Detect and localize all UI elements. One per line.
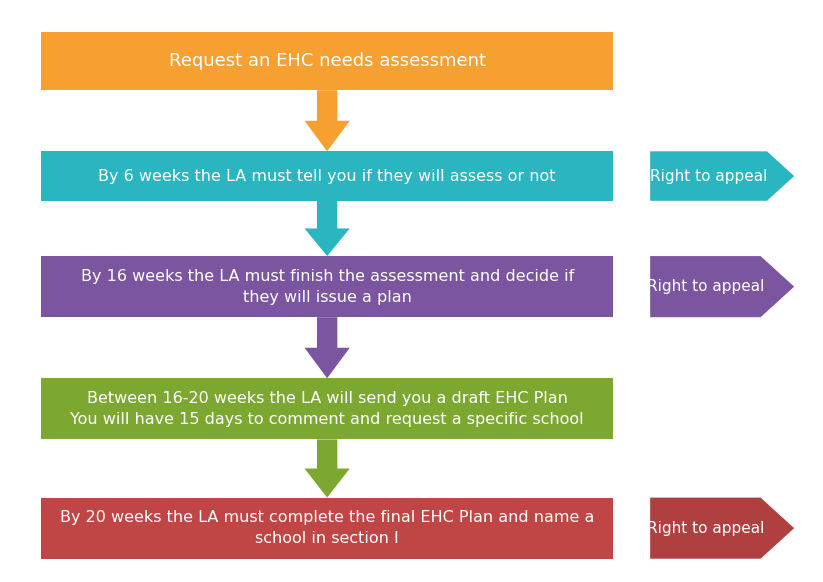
Text: Right to appeal: Right to appeal [647,279,764,294]
Text: Right to appeal: Right to appeal [647,521,764,535]
Polygon shape [305,201,350,256]
Polygon shape [305,90,350,151]
Text: Right to appeal: Right to appeal [650,169,767,183]
FancyBboxPatch shape [41,151,613,201]
Text: Request an EHC needs assessment: Request an EHC needs assessment [169,52,486,70]
FancyBboxPatch shape [41,32,613,90]
Polygon shape [305,317,350,378]
Text: By 6 weeks the LA must tell you if they will assess or not: By 6 weeks the LA must tell you if they … [99,169,556,183]
Polygon shape [650,498,794,559]
Text: By 20 weeks the LA must complete the final EHC Plan and name a
school in section: By 20 weeks the LA must complete the fin… [60,510,594,546]
Text: Between 16-20 weeks the LA will send you a draft EHC Plan
You will have 15 days : Between 16-20 weeks the LA will send you… [70,391,584,427]
Text: By 16 weeks the LA must finish the assessment and decide if
they will issue a pl: By 16 weeks the LA must finish the asses… [81,269,574,304]
Polygon shape [650,256,794,317]
FancyBboxPatch shape [41,378,613,439]
Polygon shape [305,439,350,498]
Polygon shape [650,151,794,201]
FancyBboxPatch shape [41,256,613,317]
FancyBboxPatch shape [41,498,613,559]
